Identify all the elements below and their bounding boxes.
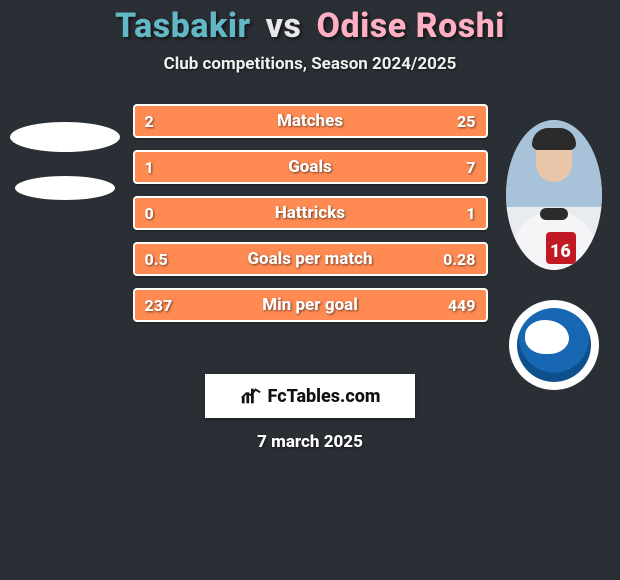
player2-column: 16	[506, 120, 602, 390]
stat-label: Min per goal	[135, 295, 486, 315]
stats-table: 2 Matches 25 1 Goals 7 0 Hattricks 1 0.5…	[133, 104, 488, 322]
title-player1: Tasbakir	[115, 6, 251, 46]
stat-row-matches: 2 Matches 25	[133, 104, 488, 138]
chart-icon	[240, 385, 262, 407]
stat-label: Hattricks	[135, 203, 486, 223]
player2-club-badge	[509, 300, 599, 390]
stat-right: 7	[466, 158, 475, 177]
stat-label: Goals	[135, 157, 486, 177]
player2-avatar: 16	[506, 120, 602, 270]
title-vs: vs	[266, 6, 302, 46]
player1-column	[0, 118, 130, 200]
stat-label: Matches	[135, 111, 486, 131]
eagle-icon	[525, 320, 569, 354]
title-player2: Odise Roshi	[316, 6, 505, 46]
player1-club-placeholder	[15, 176, 115, 200]
stat-left: 2	[145, 112, 154, 131]
brand-text: FcTables.com	[268, 386, 381, 407]
subtitle: Club competitions, Season 2024/2025	[164, 54, 457, 74]
brand-badge: FcTables.com	[205, 374, 415, 418]
stat-row-hattricks: 0 Hattricks 1	[133, 196, 488, 230]
stat-row-goals: 1 Goals 7	[133, 150, 488, 184]
stat-left: 0	[145, 204, 154, 223]
stat-row-goals-per-match: 0.5 Goals per match 0.28	[133, 242, 488, 276]
stat-right: 449	[448, 296, 476, 315]
page-title: Tasbakir vs Odise Roshi	[115, 6, 505, 46]
stat-left: 237	[145, 296, 173, 315]
stat-right: 0.28	[443, 250, 475, 269]
player1-avatar-placeholder	[10, 122, 120, 152]
player2-shirt-number: 16	[550, 241, 571, 262]
stat-left: 1	[145, 158, 154, 177]
date-text: 7 march 2025	[257, 432, 363, 452]
stat-right: 1	[466, 204, 475, 223]
stat-left: 0.5	[145, 250, 168, 269]
stat-row-min-per-goal: 237 Min per goal 449	[133, 288, 488, 322]
stat-label: Goals per match	[135, 249, 486, 269]
stat-right: 25	[457, 112, 475, 131]
